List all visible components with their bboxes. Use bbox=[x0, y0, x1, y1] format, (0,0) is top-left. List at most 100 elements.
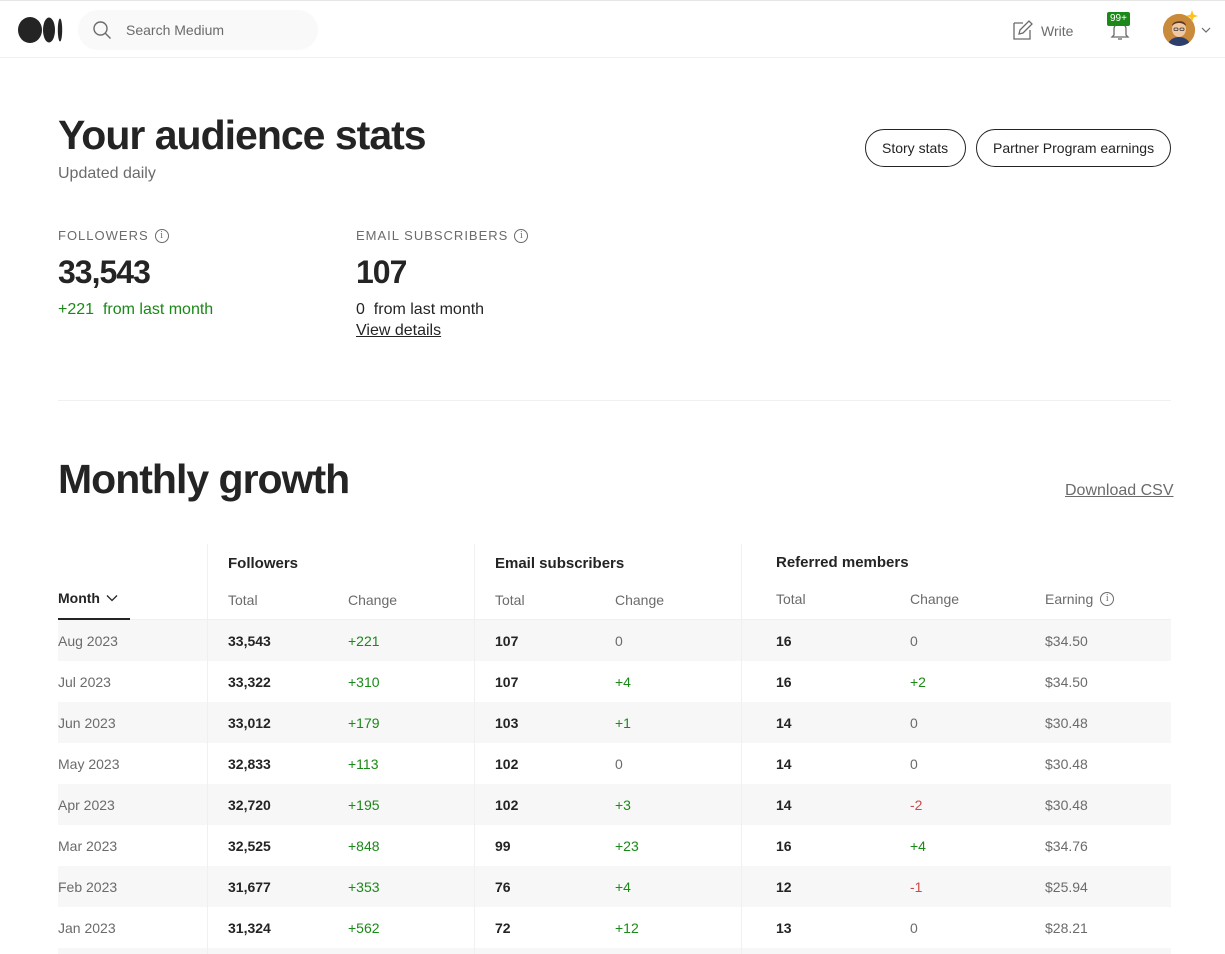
email-total-header: Total bbox=[495, 592, 525, 608]
email-change-value: 0 bbox=[356, 301, 365, 318]
email-change-cell: +12 bbox=[615, 920, 639, 936]
referred-total-cell: 16 bbox=[776, 674, 792, 690]
followers-total-header: Total bbox=[228, 592, 258, 608]
table-row: Jun 2023 33,012 +179 103 +1 14 0 $30.48 bbox=[58, 702, 1171, 743]
month-cell: Jul 2023 bbox=[58, 674, 111, 690]
referred-total-cell: 16 bbox=[776, 633, 792, 649]
email-total-cell: 102 bbox=[495, 797, 519, 813]
email-change-header: Change bbox=[615, 592, 665, 608]
monthly-growth-title: Monthly growth bbox=[58, 456, 350, 502]
table-row: Aug 2023 33,543 +221 107 0 16 0 $34.50 bbox=[58, 620, 1171, 661]
month-cell: Mar 2023 bbox=[58, 838, 118, 854]
write-label: Write bbox=[1041, 23, 1074, 39]
followers-total-cell: 31,324 bbox=[228, 920, 271, 936]
referred-change-cell: +4 bbox=[910, 838, 926, 854]
email-subscribers-count: 107 bbox=[356, 254, 407, 290]
email-subscribers-change: 0 from last month bbox=[356, 301, 484, 319]
followers-total-cell: 33,543 bbox=[228, 633, 271, 649]
email-change-cell: +4 bbox=[615, 879, 631, 895]
search-input[interactable]: Search Medium bbox=[126, 22, 225, 38]
month-cell: Jun 2023 bbox=[58, 715, 116, 731]
referred-change-header: Change bbox=[910, 591, 960, 607]
month-cell: Aug 2023 bbox=[58, 633, 118, 649]
table-row: Jul 2023 33,322 +310 107 +4 16 +2 $34.50 bbox=[58, 661, 1171, 702]
referred-change-cell: 0 bbox=[910, 920, 918, 936]
earning-cell: $25.94 bbox=[1045, 879, 1088, 895]
followers-change-cell: +195 bbox=[348, 797, 380, 813]
download-csv-link[interactable]: Download CSV bbox=[1065, 482, 1174, 499]
story-stats-button[interactable]: Story stats bbox=[865, 129, 966, 167]
followers-change-cell: +310 bbox=[348, 674, 380, 690]
search-box[interactable]: Search Medium bbox=[78, 10, 318, 50]
followers-total-cell: 33,322 bbox=[228, 674, 271, 690]
followers-change-cell: +353 bbox=[348, 879, 380, 895]
followers-total-cell: 31,677 bbox=[228, 879, 271, 895]
earning-cell: $34.50 bbox=[1045, 633, 1088, 649]
table-row: Jan 2023 31,324 +562 72 +12 13 0 $28.21 bbox=[58, 907, 1171, 948]
view-details-link[interactable]: View details bbox=[356, 322, 442, 339]
email-total-cell: 72 bbox=[495, 920, 511, 936]
table-header-divider bbox=[130, 619, 1171, 620]
info-icon[interactable]: i bbox=[514, 228, 529, 243]
partner-program-earnings-button[interactable]: Partner Program earnings bbox=[976, 129, 1171, 167]
section-divider bbox=[58, 400, 1171, 401]
followers-count: 33,543 bbox=[58, 254, 151, 290]
email-total-cell: 107 bbox=[495, 674, 519, 690]
month-cell: May 2023 bbox=[58, 756, 120, 772]
page-title: Your audience stats bbox=[58, 112, 427, 158]
table-row: Feb 2023 31,677 +353 76 +4 12 -1 $25.94 bbox=[58, 866, 1171, 907]
referred-change-cell: 0 bbox=[910, 715, 918, 731]
table-row bbox=[58, 948, 1171, 954]
earning-cell: $30.48 bbox=[1045, 756, 1088, 772]
followers-stat-label: FOLLOWERS i bbox=[58, 228, 169, 243]
followers-change-suffix: from last month bbox=[102, 301, 214, 318]
email-change-cell: +23 bbox=[615, 838, 639, 854]
email-total-cell: 99 bbox=[495, 838, 511, 854]
email-total-cell: 102 bbox=[495, 756, 519, 772]
email-subscribers-group-header: Email subscribers bbox=[495, 555, 625, 572]
column-divider bbox=[474, 544, 475, 954]
referred-change-cell: 0 bbox=[910, 633, 918, 649]
followers-change: +221 from last month bbox=[58, 301, 213, 319]
month-cell: Jan 2023 bbox=[58, 920, 116, 936]
medium-logo-icon[interactable] bbox=[18, 16, 64, 44]
earning-cell: $34.76 bbox=[1045, 838, 1088, 854]
referred-total-cell: 16 bbox=[776, 838, 792, 854]
user-portrait-icon bbox=[1163, 14, 1195, 46]
followers-change-value: +221 bbox=[58, 301, 95, 318]
month-cell: Apr 2023 bbox=[58, 797, 115, 813]
referred-total-cell: 14 bbox=[776, 756, 792, 772]
referred-change-cell: 0 bbox=[910, 756, 918, 772]
referred-total-cell: 12 bbox=[776, 879, 792, 895]
info-icon[interactable]: i bbox=[1100, 592, 1115, 606]
followers-change-cell: +113 bbox=[348, 756, 379, 772]
followers-total-cell: 32,833 bbox=[228, 756, 271, 772]
avatar[interactable] bbox=[1163, 14, 1195, 46]
email-change-cell: +4 bbox=[615, 674, 631, 690]
month-cell: Feb 2023 bbox=[58, 879, 118, 895]
referred-change-cell: +2 bbox=[910, 674, 926, 690]
email-total-cell: 103 bbox=[495, 715, 519, 731]
info-icon[interactable]: i bbox=[154, 228, 169, 243]
table-row: May 2023 32,833 +113 102 0 14 0 $30.48 bbox=[58, 743, 1171, 784]
write-button[interactable]: Write bbox=[1011, 19, 1073, 43]
referred-total-cell: 14 bbox=[776, 797, 792, 813]
month-header-label: Month bbox=[58, 590, 100, 606]
email-change-cell: +1 bbox=[615, 715, 631, 731]
referred-total-cell: 14 bbox=[776, 715, 792, 731]
email-change-cell: +3 bbox=[615, 797, 631, 813]
email-change-cell: 0 bbox=[615, 633, 623, 649]
search-icon bbox=[93, 21, 111, 39]
referred-total-cell: 13 bbox=[776, 920, 792, 936]
followers-change-cell: +562 bbox=[348, 920, 380, 936]
chevron-down-icon bbox=[106, 595, 118, 602]
top-nav-bar: Search Medium Write 99+ bbox=[0, 0, 1225, 58]
followers-change-cell: +221 bbox=[348, 633, 380, 649]
member-star-icon bbox=[1186, 10, 1198, 22]
chevron-down-icon[interactable] bbox=[1201, 26, 1211, 34]
notifications-badge: 99+ bbox=[1107, 12, 1130, 26]
followers-label-text: FOLLOWERS bbox=[58, 228, 149, 243]
followers-change-cell: +179 bbox=[348, 715, 380, 731]
followers-group-header: Followers bbox=[228, 555, 299, 572]
month-sort-header[interactable]: Month bbox=[58, 590, 118, 606]
